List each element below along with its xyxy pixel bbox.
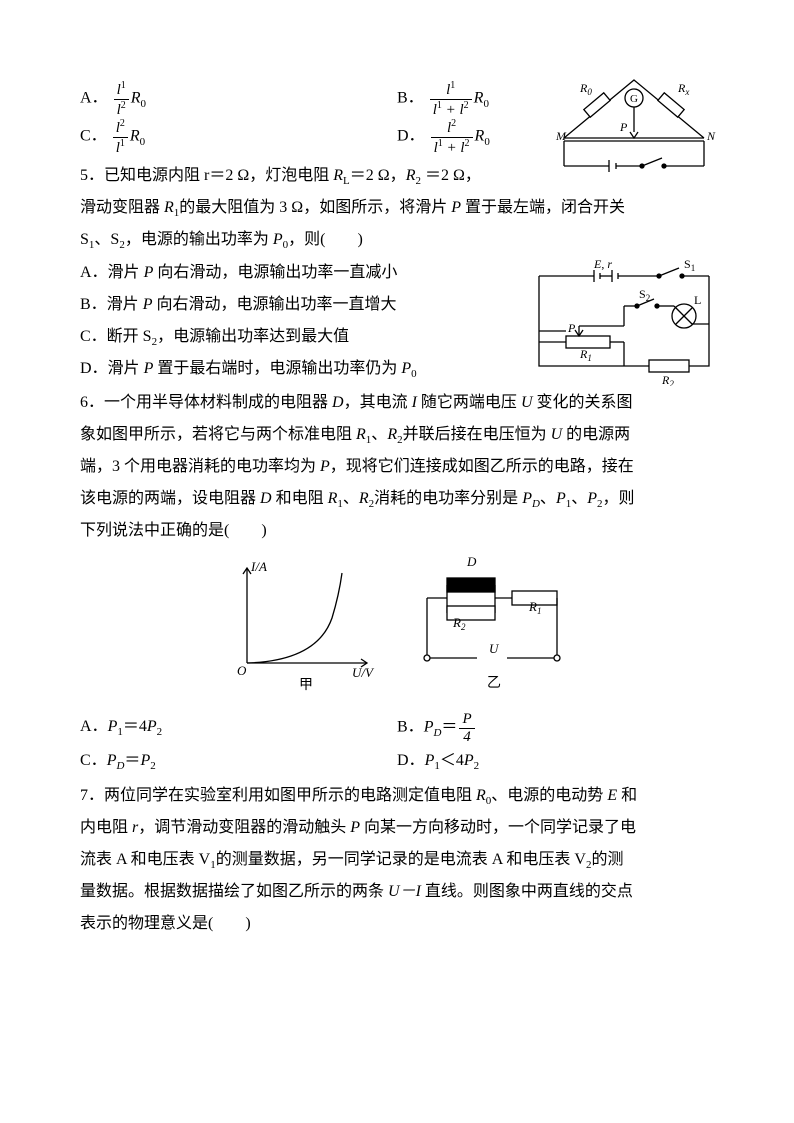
svg-text:E, r: E, r	[593, 257, 612, 271]
q7-l2: 内电阻 r，调节滑动变阻器的滑动触头 P 向某一方向移动时，一个同学记录了电	[80, 812, 714, 844]
q6-optC: C．PD＝P2	[80, 745, 397, 777]
svg-text:R0: R0	[579, 81, 592, 97]
q5-line2: 滑动变阻器 R1的最大阻值为 3 Ω，如图所示，将滑片 P 置于最左端，闭合开关	[80, 192, 714, 224]
q6-optA: A．P1＝4P2	[80, 711, 397, 745]
q6-optD: D．P1＜4P2	[397, 745, 714, 777]
q7-l3: 流表 A 和电压表 V1的测量数据，另一同学记录的是电流表 A 和电压表 V2的…	[80, 844, 714, 876]
q6-optB: B．PD＝P4	[397, 711, 714, 745]
q6: 6．一个用半导体材料制成的电阻器 D，其电流 I 随它两端电压 U 变化的关系图…	[80, 387, 714, 778]
svg-text:Rx: Rx	[677, 81, 689, 97]
svg-text:L: L	[694, 293, 701, 307]
svg-text:P: P	[567, 321, 576, 335]
q7: 7．两位同学在实验室利用如图甲所示的电路测定值电阻 R0、电源的电动势 E 和 …	[80, 780, 714, 940]
q6-figures: I/A U/V O 甲	[80, 553, 714, 705]
q4-options: A． l1l2R0 B． l1l1 + l2R0 C． l2l1R0 D． l2…	[80, 80, 714, 156]
svg-text:S1: S1	[684, 257, 695, 273]
q5-line1: 5．已知电源内阻 r＝2 Ω，灯泡电阻 RL＝2 Ω，R2 ＝2 Ω，	[80, 160, 714, 192]
q7-l1: 7．两位同学在实验室利用如图甲所示的电路测定值电阻 R0、电源的电动势 E 和	[80, 780, 714, 812]
q4-optC: C． l2l1R0	[80, 118, 397, 156]
q6-l3: 端，3 个用电器消耗的电功率均为 P，现将它们连接成如图乙所示的电路，接在	[80, 451, 714, 483]
q7-l5: 表示的物理意义是( )	[80, 908, 714, 940]
q6-l1: 6．一个用半导体材料制成的电阻器 D，其电流 I 随它两端电压 U 变化的关系图	[80, 387, 714, 419]
svg-text:I/A: I/A	[250, 559, 267, 574]
q6-opts1: A．P1＝4P2 B．PD＝P4	[80, 711, 714, 745]
svg-text:甲: 甲	[299, 678, 313, 693]
q4-optA: A． l1l2R0	[80, 80, 397, 118]
svg-text:N: N	[706, 129, 716, 143]
q5: 5．已知电源内阻 r＝2 Ω，灯泡电阻 RL＝2 Ω，R2 ＝2 Ω， 滑动变阻…	[80, 160, 714, 385]
svg-text:U/V: U/V	[352, 665, 375, 680]
q7-l4: 量数据。根据数据描绘了如图乙所示的两条 U－I 直线。则图象中两直线的交点	[80, 876, 714, 908]
svg-text:D: D	[466, 554, 477, 569]
svg-text:U: U	[489, 641, 500, 656]
svg-text:P: P	[619, 120, 628, 134]
q6-l5: 下列说法中正确的是( )	[80, 515, 714, 547]
svg-text:R2: R2	[661, 373, 674, 386]
q5-figure: E, r S1 S2 L P R1 R2	[524, 256, 724, 386]
q6-l2: 象如图甲所示，若将它与两个标准电阻 R1、R2并联后接在电压恒为 U 的电源两	[80, 419, 714, 451]
G-label: G	[630, 93, 638, 105]
svg-text:O: O	[237, 663, 247, 678]
q6-l4: 该电源的两端，设电阻器 D 和电阻 R1、R2消耗的电功率分别是 PD、P1、P…	[80, 483, 714, 515]
q6-opts2: C．PD＝P2 D．P1＜4P2	[80, 745, 714, 777]
svg-text:M: M	[555, 129, 567, 143]
svg-text:S2: S2	[639, 287, 650, 303]
svg-text:R1: R1	[579, 347, 592, 363]
svg-text:乙: 乙	[487, 675, 501, 691]
q5-line3: S1、S2，电源的输出功率为 P0，则( )	[80, 224, 714, 256]
